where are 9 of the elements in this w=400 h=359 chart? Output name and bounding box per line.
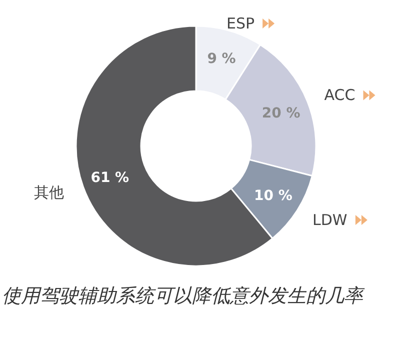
slice-label: LDW — [312, 210, 348, 229]
data-label: 9 % — [207, 51, 236, 68]
slice-label: 其他 — [34, 184, 64, 202]
data-label: 10 % — [254, 188, 292, 204]
slice-label: ESP — [226, 14, 255, 32]
data-label: 61 % — [90, 170, 130, 186]
text: 使用驾驶辅助系统可以降低意外发生的几率 — [2, 284, 366, 309]
slice-label: ACC — [324, 86, 356, 104]
data-label: 20 % — [262, 105, 300, 122]
